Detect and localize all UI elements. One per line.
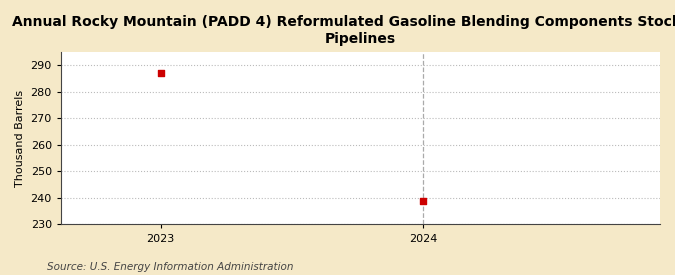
Y-axis label: Thousand Barrels: Thousand Barrels (15, 89, 25, 187)
Point (418, 198, 429, 203)
Text: Source: U.S. Energy Information Administration: Source: U.S. Energy Information Administ… (47, 262, 294, 272)
Point (155, 71, 166, 75)
Title: Annual Rocky Mountain (PADD 4) Reformulated Gasoline Blending Components Stocks : Annual Rocky Mountain (PADD 4) Reformula… (12, 15, 675, 46)
